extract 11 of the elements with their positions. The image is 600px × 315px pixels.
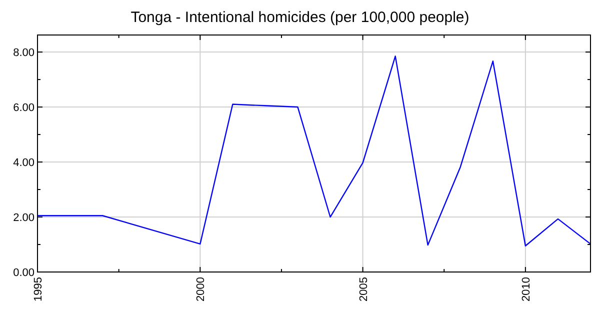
chart-title: Tonga - Intentional homicides (per 100,000 people) [130,9,470,26]
x-tick-label: 1995 [32,277,44,302]
y-tick-label: 4.00 [13,157,34,170]
y-tick-label: 6.00 [13,102,34,114]
y-tick-label: 8.00 [13,47,34,60]
x-tick-label: 2005 [358,277,370,302]
x-tick-label: 2010 [520,277,532,302]
x-tick-label: 2000 [195,277,208,302]
line-series [36,56,592,246]
y-tick-label: 2.00 [13,212,34,224]
y-tick-label: 0.00 [13,267,34,279]
